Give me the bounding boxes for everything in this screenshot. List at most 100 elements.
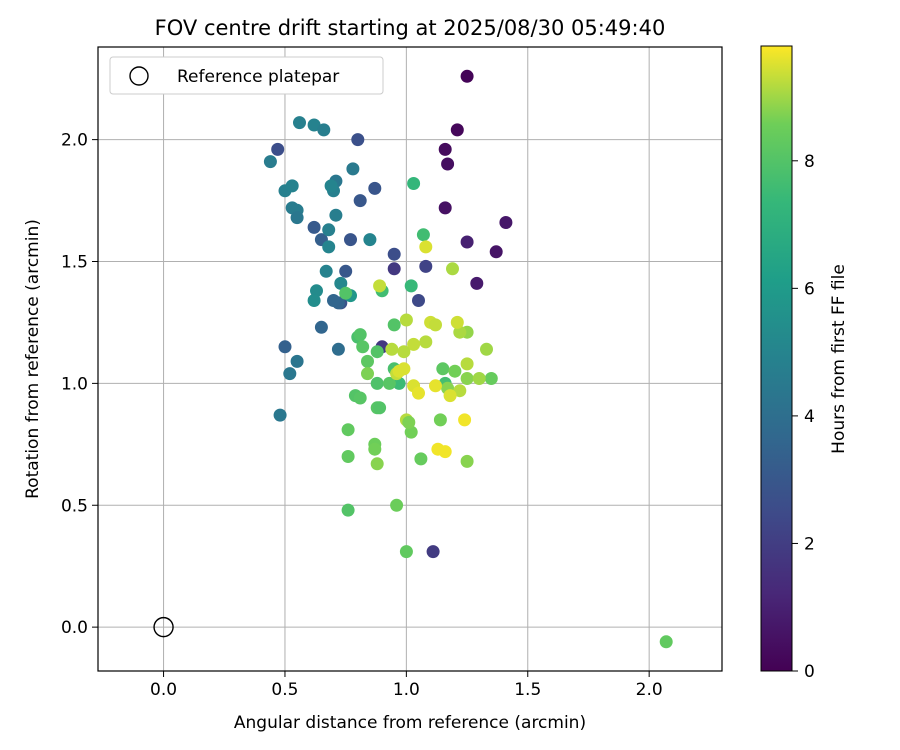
data-point <box>314 320 328 334</box>
x-axis-ticks: 0.0 0.5 1.0 1.5 2.0 <box>150 671 663 700</box>
data-point <box>353 328 367 342</box>
data-point <box>458 413 472 427</box>
x-axis-label: Angular distance from reference (arcmin) <box>234 713 586 733</box>
data-point <box>339 286 353 300</box>
data-point <box>322 223 336 237</box>
data-point <box>271 142 285 156</box>
colorbar-tick-label: 8 <box>804 152 815 172</box>
data-point <box>404 425 418 439</box>
data-point <box>472 372 486 385</box>
data-point <box>331 342 345 356</box>
reference-platepar-marker <box>153 616 174 638</box>
data-point <box>361 354 374 368</box>
data-point <box>448 364 462 378</box>
data-point <box>290 211 304 225</box>
y-tick-label: 1.0 <box>61 374 88 394</box>
y-tick-label: 2.0 <box>61 131 88 151</box>
colorbar-ticks: 0 2 4 6 8 <box>792 152 815 682</box>
data-point <box>438 142 452 156</box>
data-point <box>387 318 401 332</box>
data-point <box>310 284 323 298</box>
legend-box <box>109 56 384 95</box>
data-point <box>453 325 467 339</box>
x-tick-label: 1.0 <box>393 680 420 700</box>
data-point <box>392 376 406 390</box>
data-point <box>356 340 370 354</box>
legend: Reference platepar <box>109 56 384 95</box>
x-tick-label: 0.5 <box>271 680 298 700</box>
data-point <box>353 194 367 208</box>
colorbar-tick-label: 0 <box>804 662 815 682</box>
legend-marker-reference <box>129 66 149 86</box>
data-point <box>361 367 374 381</box>
data-point <box>433 413 447 427</box>
data-point <box>263 155 277 169</box>
data-point <box>307 294 321 307</box>
data-point <box>416 228 430 242</box>
data-point <box>341 503 355 517</box>
data-point <box>283 367 297 381</box>
data-point <box>484 372 498 385</box>
data-point <box>460 372 474 385</box>
data-point <box>499 216 513 229</box>
data-point <box>324 179 338 193</box>
data-point <box>412 386 425 400</box>
data-point <box>334 276 348 290</box>
data-point <box>397 362 411 376</box>
colorbar-tick-label: 4 <box>804 407 815 427</box>
data-point <box>470 276 484 290</box>
data-point <box>368 442 382 456</box>
data-point <box>353 391 367 405</box>
data-point <box>436 362 450 376</box>
data-point <box>460 69 474 83</box>
data-point <box>399 313 413 327</box>
data-point <box>426 545 440 559</box>
data-point <box>351 133 365 147</box>
legend-entry-reference: Reference platepar <box>177 67 339 87</box>
data-point <box>385 342 399 356</box>
plot-frame <box>97 46 723 672</box>
data-point <box>460 235 474 249</box>
data-point <box>363 233 377 247</box>
data-point <box>382 376 396 390</box>
data-point <box>438 445 452 459</box>
y-tick-label: 0.5 <box>61 496 88 516</box>
colorbar-label: Hours from first FF file <box>829 264 849 454</box>
grid <box>98 47 722 671</box>
data-point <box>278 340 292 354</box>
data-point <box>429 318 442 332</box>
data-point <box>370 376 384 390</box>
data-point <box>450 315 464 329</box>
data-point <box>346 162 360 176</box>
data-point <box>368 181 382 195</box>
data-point <box>446 262 459 276</box>
data-point <box>460 357 474 371</box>
data-point <box>322 240 336 254</box>
data-point <box>317 123 331 137</box>
data-point <box>285 179 299 193</box>
data-point <box>460 454 474 468</box>
y-axis-ticks: 0.0 0.5 1.0 1.5 2.0 <box>61 131 98 638</box>
data-point <box>373 279 387 293</box>
data-point <box>370 457 384 471</box>
data-point <box>480 342 493 356</box>
data-point <box>327 294 340 307</box>
data-point <box>373 401 387 415</box>
y-axis-label: Rotation from reference (arcmin) <box>23 219 43 499</box>
colorbar-tick-label: 2 <box>804 534 815 554</box>
data-points <box>263 69 673 649</box>
data-point <box>407 337 421 351</box>
x-tick-label: 0.0 <box>150 680 177 700</box>
data-point <box>399 545 413 559</box>
data-point <box>659 635 673 649</box>
data-point <box>290 354 304 368</box>
data-point <box>307 220 321 234</box>
data-point <box>387 247 401 261</box>
data-point <box>443 389 457 403</box>
data-point <box>438 201 452 215</box>
data-point <box>370 345 384 359</box>
chart-title: FOV centre drift starting at 2025/08/30 … <box>155 16 666 40</box>
y-tick-label: 0.0 <box>61 618 88 638</box>
x-tick-label: 2.0 <box>636 680 663 700</box>
data-point <box>319 264 333 278</box>
